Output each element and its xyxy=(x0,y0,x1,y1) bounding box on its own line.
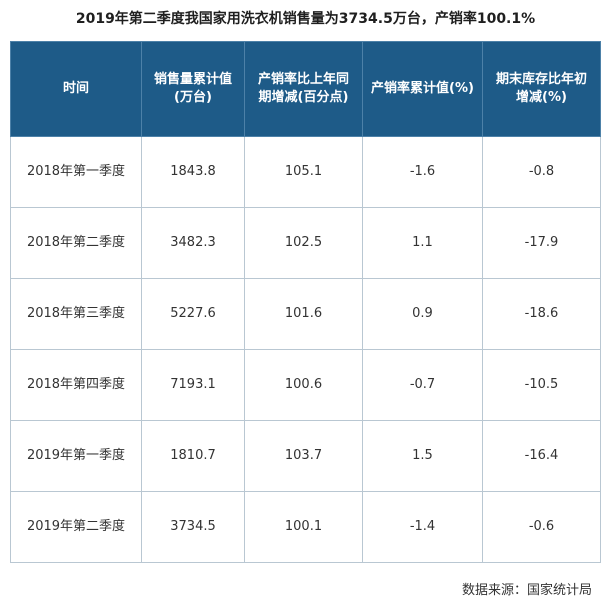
table-row: 2018年第四季度 7193.1 100.6 -0.7 -10.5 xyxy=(10,349,601,421)
table-cell-rate: 1.1 xyxy=(362,207,483,279)
data-source-label: 数据来源：国家统计局 xyxy=(461,583,592,598)
table-cell-sales: 3482.3 xyxy=(141,207,245,279)
table-cell-rate-change: 101.6 xyxy=(244,278,363,350)
table-row: 2019年第一季度 1810.7 103.7 1.5 -16.4 xyxy=(10,420,601,492)
table-cell-sales: 1810.7 xyxy=(141,420,245,492)
table-cell-rate-change: 100.6 xyxy=(244,349,363,421)
table-cell-sales: 3734.5 xyxy=(141,491,245,563)
table-cell-inventory: -17.9 xyxy=(482,207,601,279)
table-cell-rate-change: 105.1 xyxy=(244,136,363,208)
table-cell-period: 2018年第二季度 xyxy=(10,207,142,279)
column-header-production-sales-change: 产销率比上年同期增减(百分点) xyxy=(244,41,363,137)
table-cell-period: 2018年第四季度 xyxy=(10,349,142,421)
table-row: 2019年第二季度 3734.5 100.1 -1.4 -0.6 xyxy=(10,491,601,563)
chart-title: 2019年第二季度我国家用洗衣机销售量为3734.5万台，产销率100.1% xyxy=(75,11,536,27)
column-header-inventory-change: 期末库存比年初增减(%) xyxy=(482,41,601,137)
table-cell-inventory: -0.8 xyxy=(482,136,601,208)
table-cell-sales: 5227.6 xyxy=(141,278,245,350)
table-cell-rate: -1.4 xyxy=(362,491,483,563)
data-table: 时间 销售量累计值(万台) 产销率比上年同期增减(百分点) 产销率累计值(%) … xyxy=(10,41,601,563)
table-cell-rate: 1.5 xyxy=(362,420,483,492)
table-cell-rate: -1.6 xyxy=(362,136,483,208)
header-row: 时间 销售量累计值(万台) 产销率比上年同期增减(百分点) 产销率累计值(%) … xyxy=(10,41,601,137)
table-cell-inventory: -0.6 xyxy=(482,491,601,563)
table-row: 2018年第一季度 1843.8 105.1 -1.6 -0.8 xyxy=(10,136,601,208)
table-cell-period: 2019年第一季度 xyxy=(10,420,142,492)
table-row: 2018年第二季度 3482.3 102.5 1.1 -17.9 xyxy=(10,207,601,279)
table-cell-period: 2019年第二季度 xyxy=(10,491,142,563)
table-cell-rate-change: 100.1 xyxy=(244,491,363,563)
column-header-production-sales-rate: 产销率累计值(%) xyxy=(362,41,483,137)
table-cell-sales: 1843.8 xyxy=(141,136,245,208)
table-container: 时间 销售量累计值(万台) 产销率比上年同期增减(百分点) 产销率累计值(%) … xyxy=(10,41,601,563)
table-cell-rate-change: 102.5 xyxy=(244,207,363,279)
table-cell-rate: -0.7 xyxy=(362,349,483,421)
table-cell-inventory: -18.6 xyxy=(482,278,601,350)
table-cell-inventory: -10.5 xyxy=(482,349,601,421)
column-header-time: 时间 xyxy=(10,41,142,137)
table-cell-period: 2018年第一季度 xyxy=(10,136,142,208)
table-cell-inventory: -16.4 xyxy=(482,420,601,492)
table-cell-sales: 7193.1 xyxy=(141,349,245,421)
table-cell-period: 2018年第三季度 xyxy=(10,278,142,350)
column-header-sales-cumulative: 销售量累计值(万台) xyxy=(141,41,245,137)
table-cell-rate-change: 103.7 xyxy=(244,420,363,492)
table-cell-rate: 0.9 xyxy=(362,278,483,350)
table-row: 2018年第三季度 5227.6 101.6 0.9 -18.6 xyxy=(10,278,601,350)
